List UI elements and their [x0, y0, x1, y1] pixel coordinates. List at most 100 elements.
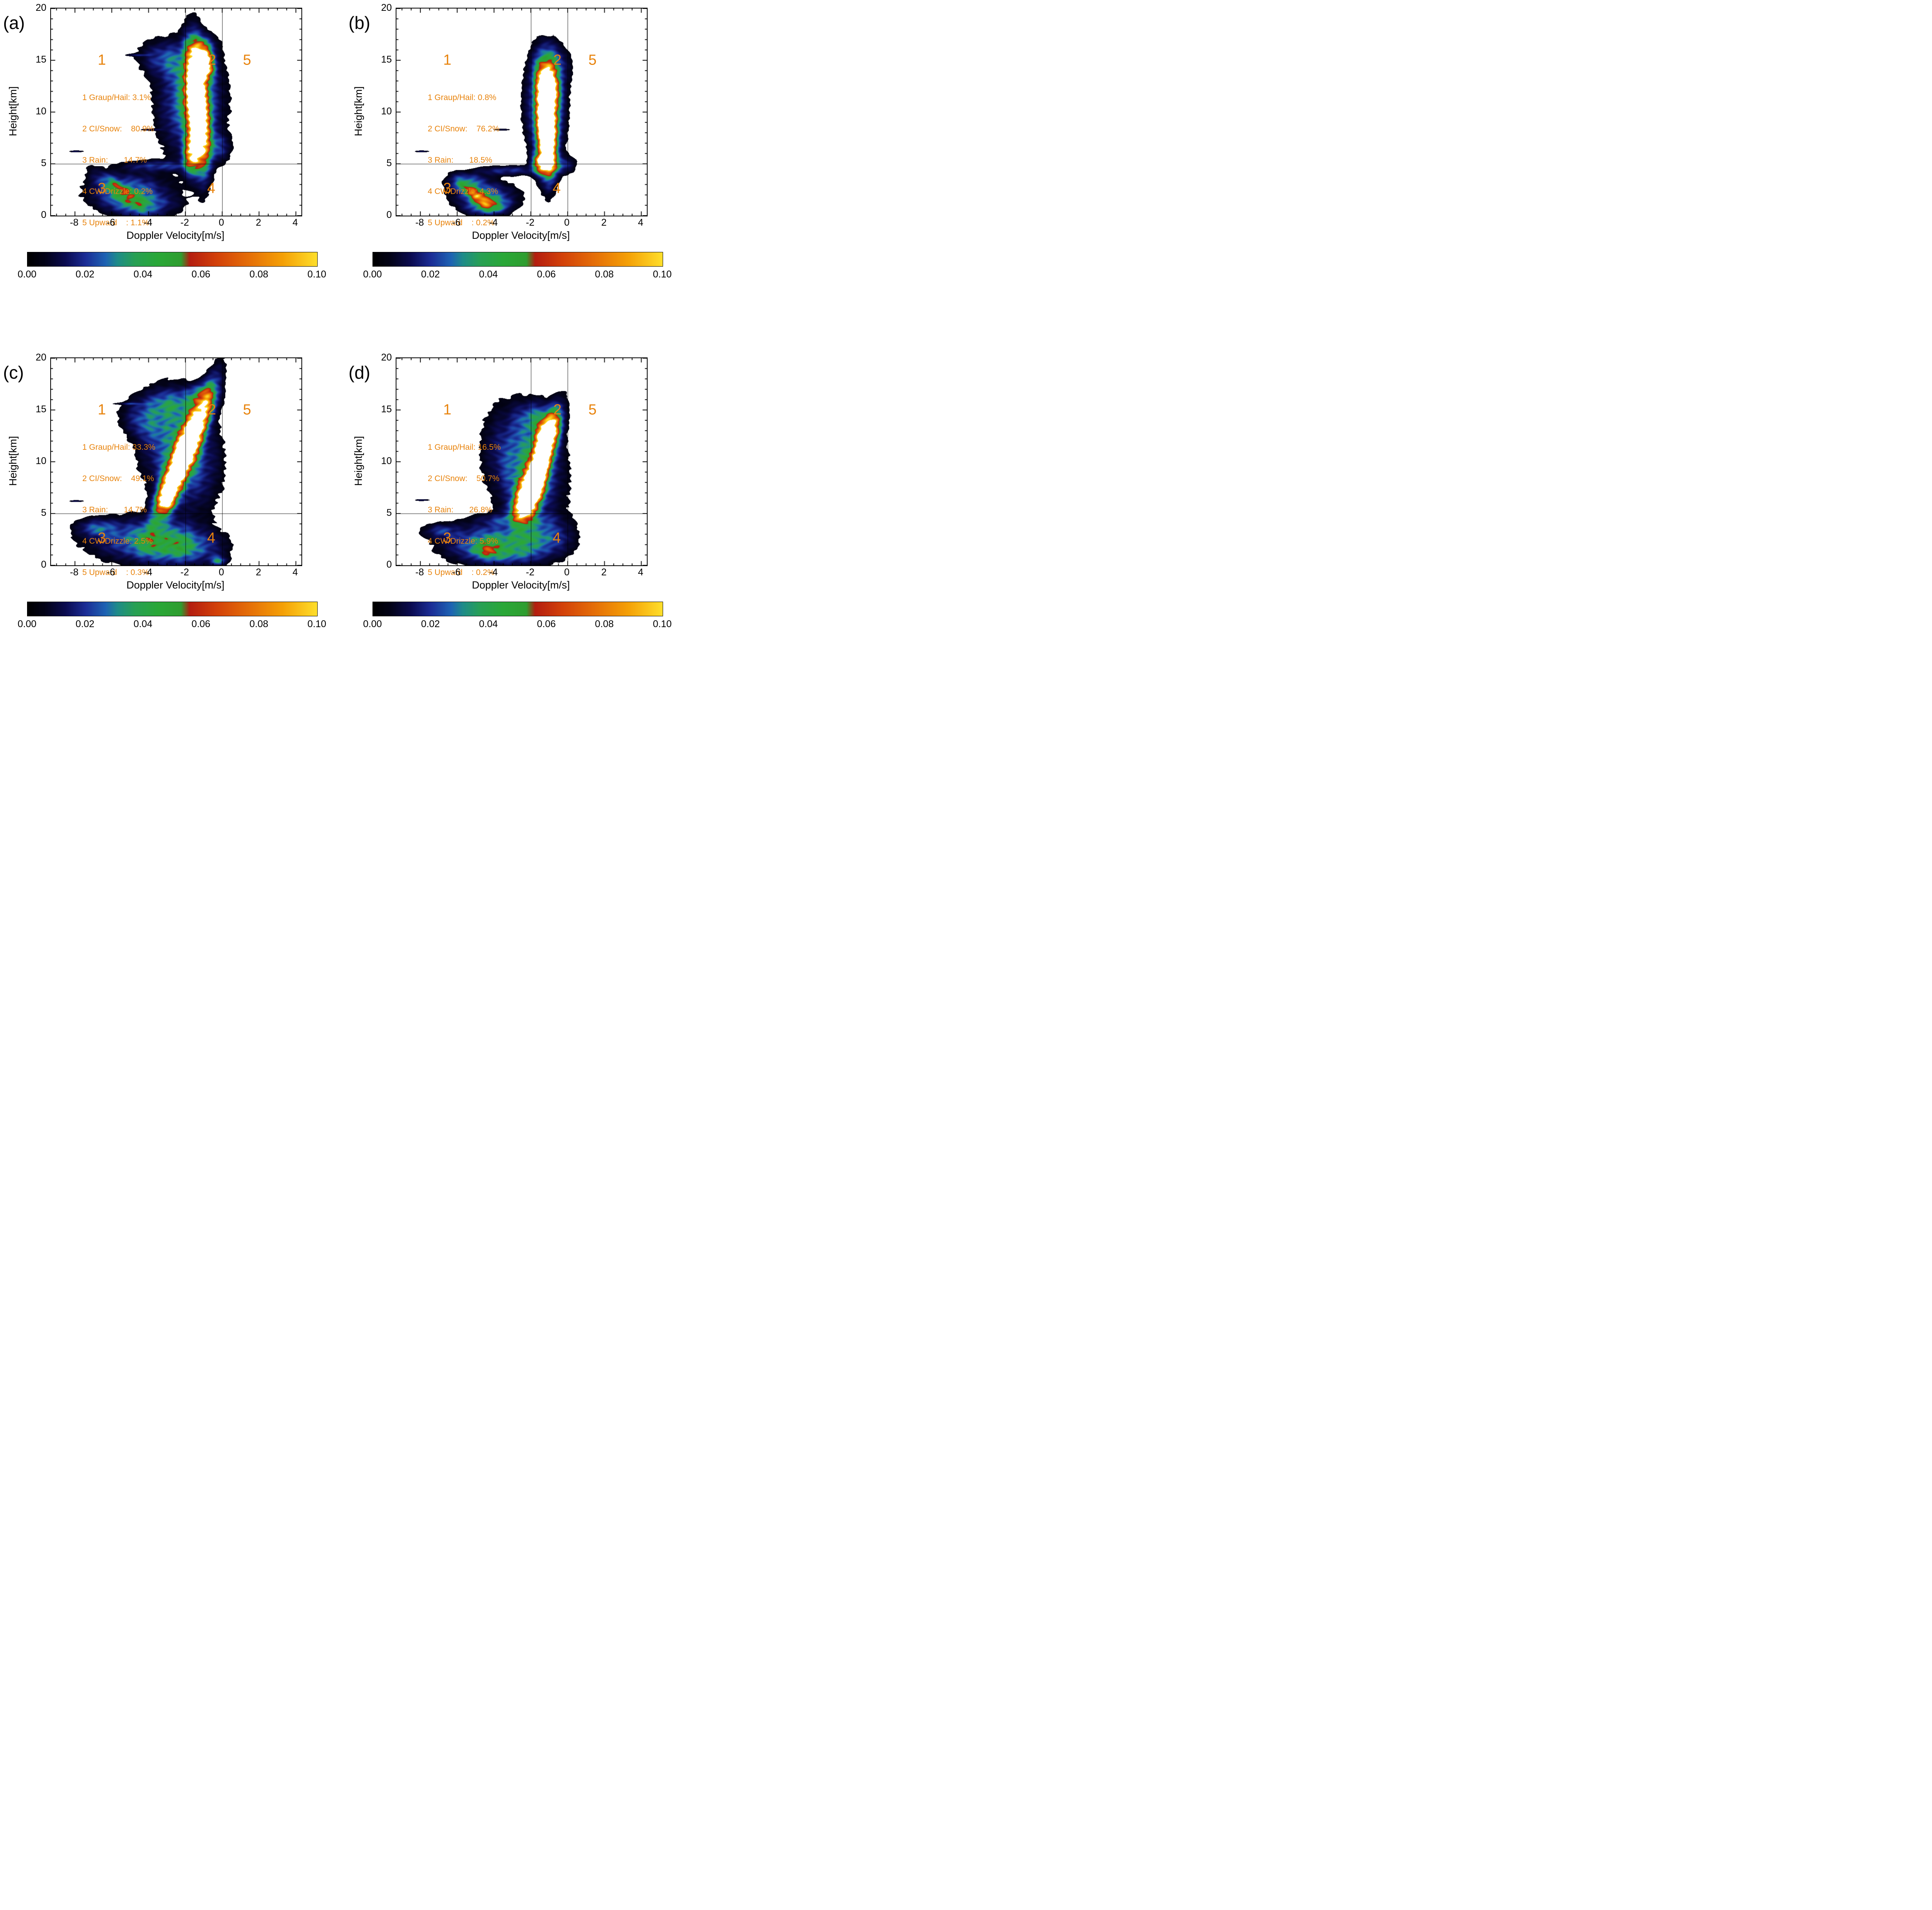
region-label-5: 5 — [243, 52, 251, 68]
legend-line: 1 Graup/Hail: 16.5% — [428, 443, 501, 452]
colorbar-tick-label: 0.04 — [479, 269, 498, 280]
x-tick-label: -4 — [489, 567, 498, 578]
colorbar-tick-label: 0.06 — [191, 269, 211, 280]
legend-line: 4 CW/Drizzle: 4.3% — [428, 187, 498, 196]
colorbar-tick-label: 0.02 — [421, 269, 440, 280]
region-label-2: 2 — [208, 52, 216, 68]
colorbar-tick-label: 0.10 — [307, 619, 327, 629]
legend-line: 4 CW/Drizzle: 0.2% — [82, 187, 153, 196]
colorbar-tick-label: 0.06 — [191, 619, 211, 629]
y-axis-title: Height[km] — [7, 86, 19, 136]
y-tick-label: 20 — [36, 352, 46, 363]
legend-line: 4 CW/Drizzle: 2.5% — [82, 537, 153, 546]
legend-line: 2 CI/Snow: 49.1% — [82, 474, 154, 483]
legend: 1 Graup/Hail: 33.3% 2 CI/Snow: 49.1% 3 R… — [82, 421, 155, 599]
colorbar-tick-label: 0.10 — [653, 619, 672, 629]
y-axis-title: Height[km] — [7, 436, 19, 486]
colorbar-canvas — [27, 252, 318, 267]
y-tick-label: 20 — [381, 2, 392, 13]
region-label-1: 1 — [97, 401, 106, 418]
colorbar-tick-label: 0.04 — [133, 269, 153, 280]
x-tick-label: -2 — [180, 567, 189, 578]
x-tick-label: -2 — [526, 567, 535, 578]
x-tick-label: -8 — [415, 567, 424, 578]
legend: 1 Graup/Hail: 3.1% 2 CI/Snow: 80.9% 3 Ra… — [82, 71, 154, 249]
legend-line: 5 Upward : 0.3% — [82, 568, 149, 577]
panel-label: (c) — [3, 362, 24, 383]
colorbar-tick-label: 0.04 — [479, 619, 498, 629]
x-tick-label: -8 — [415, 217, 424, 228]
x-tick-label: -4 — [143, 217, 153, 228]
x-tick-label: 0 — [219, 567, 224, 578]
panel: (a) Height[km] 0 5 10 15 20 1 2 3 4 5 1 … — [0, 2, 345, 290]
y-tick-label: 15 — [381, 54, 392, 65]
panel-label: (b) — [349, 13, 371, 33]
x-tick-label: -4 — [489, 217, 498, 228]
y-tick-label: 5 — [41, 158, 46, 168]
legend-line: 2 CI/Snow: 80.9% — [82, 124, 154, 134]
y-tick-label: 20 — [36, 2, 46, 13]
colorbar-tick-label: 0.02 — [421, 619, 440, 629]
colorbar-tick-label: 0.10 — [307, 269, 327, 280]
x-tick-label: 2 — [601, 217, 607, 228]
region-label-4: 4 — [553, 530, 561, 546]
y-axis-title: Height[km] — [352, 436, 364, 486]
colorbar-tick-label: 0.10 — [653, 269, 672, 280]
x-tick-label: -8 — [70, 217, 79, 228]
heatmap-canvas — [51, 358, 301, 565]
colorbar-tick-label: 0.06 — [537, 269, 556, 280]
panel-label: (d) — [349, 362, 371, 383]
legend-line: 1 Graup/Hail: 33.3% — [82, 443, 156, 452]
region-label-2: 2 — [208, 401, 216, 418]
legend: 1 Graup/Hail: 0.8% 2 CI/Snow: 76.2% 3 Ra… — [428, 71, 500, 249]
panel: (b) Height[km] 0 5 10 15 20 1 2 3 4 5 1 … — [345, 2, 691, 290]
y-tick-label: 10 — [381, 106, 392, 117]
legend: 1 Graup/Hail: 16.5% 2 CI/Snow: 50.7% 3 R… — [428, 421, 501, 599]
y-tick-label: 10 — [36, 456, 46, 466]
y-tick-label: 5 — [41, 507, 46, 518]
plot-area: 1 2 3 4 5 1 Graup/Hail: 33.3% 2 CI/Snow:… — [50, 357, 302, 577]
region-label-1: 1 — [443, 52, 452, 68]
y-axis-title: Height[km] — [352, 86, 364, 136]
x-tick-label: -6 — [452, 567, 461, 578]
region-label-3: 3 — [97, 530, 106, 546]
x-tick-label: 0 — [564, 567, 570, 578]
colorbar-canvas — [372, 252, 663, 267]
y-tick-label: 15 — [381, 404, 392, 415]
y-tick-label: 15 — [36, 54, 46, 65]
x-tick-label: 4 — [293, 217, 298, 228]
region-label-3: 3 — [443, 180, 452, 197]
x-axis-title: Doppler Velocity[m/s] — [472, 230, 570, 241]
colorbar-tick-label: 0.00 — [17, 619, 37, 629]
heatmap-canvas — [396, 358, 647, 565]
colorbar-tick-label: 0.00 — [17, 269, 37, 280]
y-tick-label: 0 — [386, 209, 392, 220]
x-tick-label: -4 — [143, 567, 153, 578]
region-label-4: 4 — [207, 180, 216, 197]
x-tick-label: 4 — [638, 217, 643, 228]
x-tick-label: -6 — [106, 217, 116, 228]
plot-area: 1 2 3 4 5 1 Graup/Hail: 16.5% 2 CI/Snow:… — [396, 357, 648, 577]
x-tick-label: 2 — [256, 217, 261, 228]
region-label-2: 2 — [553, 52, 562, 68]
x-tick-label: -6 — [106, 567, 116, 578]
legend-line: 2 CI/Snow: 76.2% — [428, 124, 500, 134]
panel-grid: (a) Height[km] 0 5 10 15 20 1 2 3 4 5 1 … — [0, 0, 691, 640]
heatmap-canvas — [51, 9, 301, 216]
x-tick-label: -6 — [452, 217, 461, 228]
region-label-4: 4 — [207, 530, 216, 546]
region-label-4: 4 — [553, 180, 561, 197]
x-tick-label: 2 — [256, 567, 261, 578]
x-axis-title: Doppler Velocity[m/s] — [126, 579, 224, 591]
plot-area: 1 2 3 4 5 1 Graup/Hail: 0.8% 2 CI/Snow: … — [396, 8, 648, 227]
colorbar-tick-label: 0.08 — [249, 269, 269, 280]
legend-line: 3 Rain: 18.5% — [428, 156, 492, 165]
region-label-3: 3 — [97, 180, 106, 197]
heatmap-canvas — [396, 9, 647, 216]
x-tick-label: -8 — [70, 567, 79, 578]
colorbar-tick-label: 0.00 — [363, 269, 382, 280]
region-label-5: 5 — [243, 401, 251, 418]
plot-area: 1 2 3 4 5 1 Graup/Hail: 3.1% 2 CI/Snow: … — [50, 8, 302, 227]
y-tick-label: 20 — [381, 352, 392, 363]
colorbar-canvas — [372, 602, 663, 616]
